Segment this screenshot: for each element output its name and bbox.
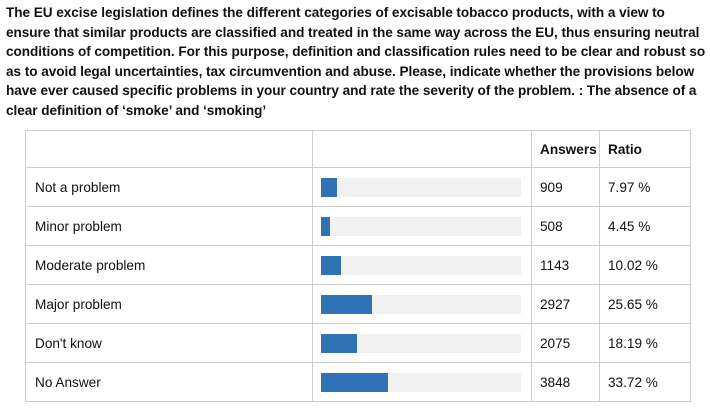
table-row: Minor problem 508 4.45 % [25,206,691,246]
ratio-value: 18.19 % [599,323,691,363]
table-header-row: Answers Ratio [25,130,691,168]
bar-cell [312,245,532,285]
bar-track [321,372,521,392]
category-label: Don't know [25,323,313,363]
table-row: Major problem 2927 25.65 % [25,284,691,324]
bar-fill [321,216,330,236]
answers-value: 508 [531,206,600,246]
bar-cell [312,323,532,363]
ratio-value: 10.02 % [599,245,691,285]
bar-fill [321,333,358,353]
results-body: Not a problem 909 7.97 % Minor problem 508 4.… [25,167,691,402]
bar-track [321,177,521,197]
table-row: Moderate problem 1143 10.02 % [25,245,691,285]
answers-value: 3848 [531,362,600,402]
bar-cell [312,284,532,324]
ratio-value: 7.97 % [599,167,691,207]
category-label: No Answer [25,362,313,402]
bar-cell [312,206,532,246]
answers-value: 1143 [531,245,600,285]
header-ratio: Ratio [599,130,691,168]
bar-track [321,216,521,236]
header-category [25,130,313,168]
question-text: The EU excise legislation defines the di… [6,5,706,118]
bar-fill [321,177,337,197]
category-label: Major problem [25,284,313,324]
ratio-value: 4.45 % [599,206,691,246]
header-bar [312,130,532,168]
ratio-value: 25.65 % [599,284,691,324]
table-row: Not a problem 909 7.97 % [25,167,691,207]
bar-track [321,294,521,314]
bar-cell [312,362,532,402]
bar-fill [321,255,342,275]
answers-value: 909 [531,167,600,207]
answers-value: 2075 [531,323,600,363]
bar-fill [321,294,373,314]
answers-value: 2927 [531,284,600,324]
category-label: Minor problem [25,206,313,246]
category-label: Moderate problem [25,245,313,285]
table-row: No Answer 3848 33.72 % [25,362,691,402]
bar-track [321,255,521,275]
bar-track [321,333,521,353]
bar-cell [312,167,532,207]
category-label: Not a problem [25,167,313,207]
bar-fill [321,372,389,392]
table-row: Don't know 2075 18.19 % [25,323,691,363]
header-answers: Answers [531,130,600,168]
results-table: Answers Ratio Not a problem 909 7.97 % Mino… [25,130,691,402]
ratio-value: 33.72 % [599,362,691,402]
